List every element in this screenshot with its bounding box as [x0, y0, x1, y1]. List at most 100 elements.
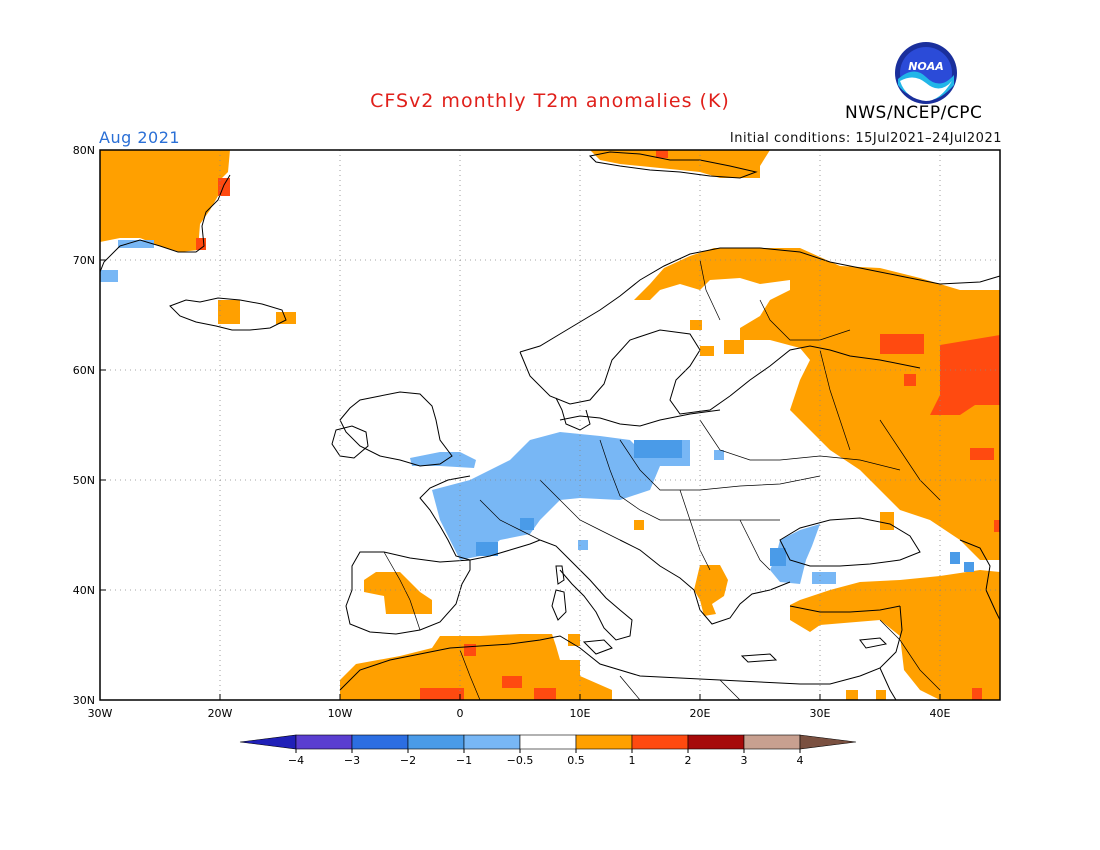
coast-sardinia [551, 589, 567, 621]
cold-region-western-europe [432, 432, 690, 560]
coast-crete [740, 653, 778, 663]
colorbar-label: 1 [629, 754, 636, 767]
lon-label-30e: 30E [810, 707, 831, 720]
hot-cell-algeria [420, 688, 464, 700]
coast-scandinavia [519, 247, 1001, 353]
colorbar-swatch [575, 734, 633, 750]
hot-cell-svalbard [656, 150, 668, 158]
cold-cell-caucasus-2 [964, 562, 974, 572]
lat-label-50n: 50N [73, 474, 95, 487]
cold-cell-italy [578, 540, 588, 550]
colorbar-label: 3 [741, 754, 748, 767]
coast-norway-west [519, 329, 731, 415]
hot-region-russia [930, 335, 1000, 415]
anomaly-shading [100, 150, 1000, 700]
lon-label-10e: 10E [570, 707, 591, 720]
coast-corsica [555, 565, 565, 585]
colorbar-swatch [631, 734, 689, 750]
colorbar-label: −2 [400, 754, 416, 767]
coast-finland [729, 345, 921, 397]
colorbar-swatch [295, 734, 353, 750]
coast-baltic-south [559, 409, 721, 427]
cold-cell-caucasus [950, 552, 960, 564]
lon-label-20w: 20W [208, 707, 233, 720]
warm-cell-iceland [218, 300, 240, 324]
hot-cell-russia-3 [904, 374, 916, 386]
lon-labels: 30W 20W 10W 0 10E 20E 30E 40E [88, 707, 951, 720]
lat-label-70n: 70N [73, 254, 95, 267]
lon-label-40e: 40E [930, 707, 951, 720]
cold-cell-france [476, 542, 498, 556]
initial-conditions: Initial conditions: 15Jul2021–24Jul2021 [729, 131, 1002, 146]
colorbar-label: −1 [456, 754, 472, 767]
warm-cell-iceland-2 [276, 312, 296, 324]
gridlines [100, 150, 1000, 700]
lon-label-0: 0 [457, 707, 464, 720]
hot-cell-algeria-2 [502, 676, 522, 688]
coast-iceland [169, 297, 287, 331]
warm-region-north-africa [340, 634, 612, 700]
lon-label-20e: 20E [690, 707, 711, 720]
colorbar-swatch [407, 734, 465, 750]
coast-cyprus [859, 637, 888, 649]
noaa-logo-text: NOAA [908, 60, 944, 73]
warm-cell-caucasus [880, 512, 894, 530]
lat-labels: 80N 70N 60N 50N 40N 30N [73, 144, 95, 707]
lat-label-30n: 30N [73, 694, 95, 707]
coast-sicily [582, 639, 613, 655]
coast-france-atlantic [419, 475, 471, 561]
noaa-logo-icon: NOAA [895, 42, 957, 104]
warm-cell-sweden-2 [690, 320, 702, 330]
coast-black-sea [779, 517, 921, 567]
coast-italy [539, 539, 633, 641]
lat-label-40n: 40N [73, 584, 95, 597]
colorbar-label: 2 [685, 754, 692, 767]
coast-ireland [331, 425, 369, 459]
colorbar-swatch [687, 734, 745, 750]
warm-region-north-scandinavia [634, 248, 1000, 560]
colorbar-swatch [743, 734, 801, 750]
lat-label-60n: 60N [73, 364, 95, 377]
colorbar-label: −4 [288, 754, 304, 767]
hot-cell-russia-5 [994, 520, 1000, 532]
warm-cell-egypt-2 [876, 690, 886, 700]
forecast-month: Aug 2021 [99, 128, 181, 147]
coast-levant [859, 605, 903, 677]
colorbar-label: 0.5 [567, 754, 585, 767]
coast-red-sea [879, 667, 897, 701]
colorbar-label: 4 [797, 754, 804, 767]
colorbar-arrow-high [799, 734, 857, 750]
warm-cell-sweden-3 [700, 346, 714, 356]
map-title: CFSv2 monthly T2m anomalies (K) [370, 90, 730, 112]
cold-cell-poland [634, 440, 682, 458]
coast-caspian [959, 539, 1001, 621]
coast-svalbard [588, 151, 758, 179]
cold-cell-turkey [812, 572, 836, 584]
coast-turkey-south [789, 605, 901, 613]
cold-cell-greenland [100, 270, 118, 282]
warm-cell-egypt [846, 690, 858, 700]
hot-cell-algeria-3 [464, 644, 476, 656]
warm-region-iberia [364, 572, 432, 614]
colorbar-label: −3 [344, 754, 360, 767]
colorbar-swatch [519, 734, 577, 750]
warm-region-greece [694, 565, 728, 616]
hot-cell-greenland-2 [196, 238, 206, 250]
coast-greece [693, 581, 791, 625]
hot-cell-russia-4 [970, 448, 994, 460]
lat-label-80n: 80N [73, 144, 95, 157]
hot-cell-arabia [972, 688, 982, 700]
hot-cell-russia-2 [880, 334, 924, 354]
coast-north-africa [339, 635, 861, 691]
cold-region-uk [410, 452, 476, 468]
coast-iberia [345, 551, 471, 635]
cold-cell-bulgaria [770, 548, 786, 566]
axis-ticks [99, 149, 941, 701]
lon-label-10w: 10W [328, 707, 353, 720]
coast-mediterranean-france [469, 539, 541, 561]
colorbar-swatch [351, 734, 409, 750]
coastlines [99, 149, 1001, 701]
warm-region-svalbard [590, 150, 770, 178]
warm-region-greenland [100, 150, 230, 252]
